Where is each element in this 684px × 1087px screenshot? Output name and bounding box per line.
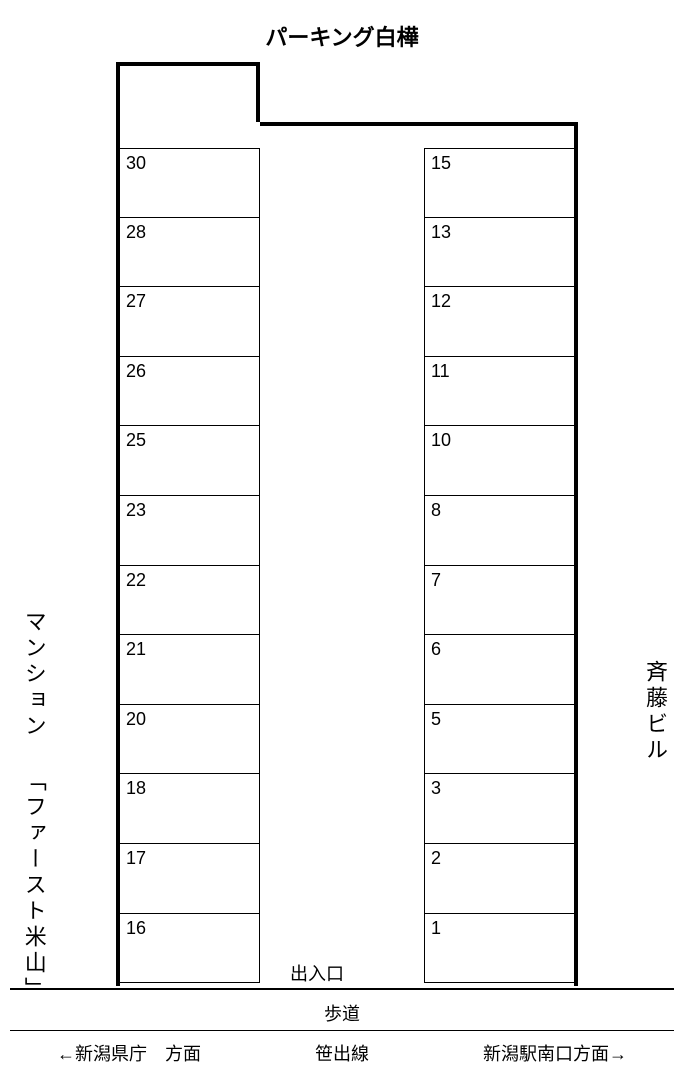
sidewalk-label: 歩道	[0, 1000, 684, 1026]
parking-spot: 10	[424, 426, 574, 496]
parking-spot: 11	[424, 357, 574, 427]
right-building-label: 斉藤ビル	[639, 660, 670, 764]
road-left: ←新潟県庁 方面	[57, 1040, 201, 1066]
left-building-line2: 「ファースト米山」	[22, 769, 47, 1003]
parking-spot: 7	[424, 566, 574, 636]
road-labels: ←新潟県庁 方面 笹出線 新潟駅南口方面→	[0, 1040, 684, 1066]
parking-spot: 22	[120, 566, 260, 636]
left-building-label: マンション 「ファースト米山」	[18, 610, 49, 1003]
road-center: 笹出線	[315, 1040, 369, 1066]
parking-spot: 13	[424, 218, 574, 288]
parking-spot: 18	[120, 774, 260, 844]
parking-spot: 2	[424, 844, 574, 914]
parking-spot: 26	[120, 357, 260, 427]
parking-spot: 17	[120, 844, 260, 914]
entrance-label: 出入口	[290, 960, 344, 986]
road-underline	[10, 1030, 674, 1031]
parking-spot: 25	[120, 426, 260, 496]
parking-spot: 15	[424, 148, 574, 218]
parking-spot: 6	[424, 635, 574, 705]
parking-spot: 20	[120, 705, 260, 775]
page-title: パーキング白樺	[0, 20, 684, 52]
parking-spot: 1	[424, 914, 574, 984]
left-building-line1: マンション	[22, 610, 47, 740]
parking-spot: 12	[424, 287, 574, 357]
lot-outline-step	[260, 122, 578, 126]
lot-outline-top	[116, 62, 260, 122]
left-column: 302827262523222120181716	[120, 148, 260, 983]
parking-spot: 23	[120, 496, 260, 566]
parking-spot: 21	[120, 635, 260, 705]
parking-spot: 16	[120, 914, 260, 984]
right-column: 15131211108765321	[424, 148, 574, 983]
parking-spot: 8	[424, 496, 574, 566]
parking-spot: 3	[424, 774, 574, 844]
parking-spot: 27	[120, 287, 260, 357]
parking-spot: 5	[424, 705, 574, 775]
parking-spot: 30	[120, 148, 260, 218]
parking-spot: 28	[120, 218, 260, 288]
ground-line	[10, 988, 674, 990]
road-right: 新潟駅南口方面→	[483, 1040, 627, 1066]
